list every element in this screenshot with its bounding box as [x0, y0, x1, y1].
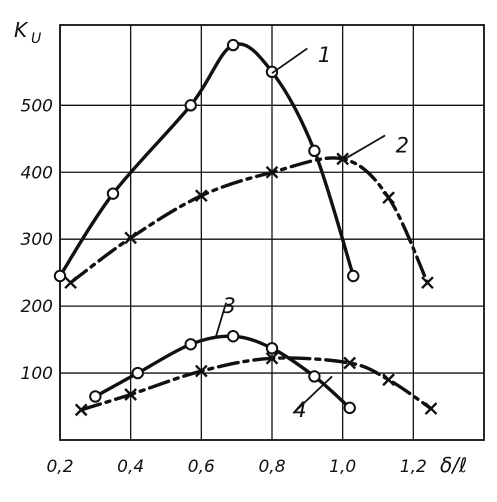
x-tick-label: 0,8	[258, 457, 285, 477]
data-point	[421, 276, 434, 290]
data-point	[347, 269, 360, 283]
y-axis-label: K	[14, 18, 29, 42]
data-point	[343, 401, 356, 415]
data-point	[226, 38, 240, 52]
grid	[59, 25, 484, 440]
series-label-leader	[292, 375, 333, 414]
y-tick-label: 400	[21, 163, 53, 183]
x-tick-label: 1,2	[400, 457, 427, 477]
series-2: 2	[64, 133, 434, 290]
data-point	[74, 403, 88, 417]
series-label: 1	[318, 43, 331, 67]
data-point	[382, 191, 395, 205]
series-label-leader	[342, 134, 386, 161]
data-point	[64, 276, 77, 290]
cross-stroke	[194, 189, 208, 203]
axis-labels: K Uδ/ℓ	[14, 18, 467, 477]
data-point	[124, 231, 138, 245]
series-label: 2	[396, 133, 409, 157]
data-point	[53, 269, 67, 283]
data-point	[382, 373, 395, 387]
cross-stroke	[336, 152, 350, 166]
series-line-2	[68, 156, 430, 285]
series-label-leader	[271, 47, 308, 74]
cross-stroke	[124, 388, 138, 401]
x-axis-label: δ/ℓ	[440, 453, 467, 477]
data-point	[131, 366, 144, 380]
data-point	[265, 342, 279, 355]
data-point	[343, 356, 357, 370]
data-point	[194, 364, 208, 378]
data-point	[89, 390, 102, 403]
cross-stroke	[194, 364, 208, 378]
x-tick-label: 0,6	[188, 457, 215, 477]
cross-stroke	[382, 373, 395, 387]
series-3: 3	[89, 294, 356, 415]
data-point	[194, 189, 208, 203]
data-point	[226, 330, 240, 343]
y-axis-label-sub: U	[31, 31, 41, 47]
y-tick-label: 100	[21, 364, 53, 384]
data-point	[265, 165, 279, 179]
cross-stroke	[124, 231, 138, 245]
data-point	[184, 99, 197, 112]
data-point	[308, 370, 321, 383]
y-tick-label: 500	[21, 96, 53, 116]
data-point	[336, 152, 350, 166]
y-tick-label: 200	[21, 297, 53, 317]
data-point	[184, 338, 197, 351]
series-layer: 1 2 3 4	[53, 38, 438, 422]
series-label: 4	[293, 398, 306, 422]
data-point	[106, 187, 120, 200]
cross-stroke	[265, 351, 279, 365]
y-tick-label: 300	[21, 230, 53, 250]
cross-stroke	[424, 402, 438, 415]
cross-stroke	[74, 403, 88, 417]
data-point	[265, 351, 279, 365]
cross-stroke	[343, 356, 357, 370]
cross-stroke	[265, 165, 279, 179]
data-point	[124, 388, 138, 401]
x-tick-label: 1,0	[329, 457, 356, 477]
tick-labels: 0,2 0,4 0,6 0,8 1,0 1,2 100 200 300 400 500	[21, 96, 427, 477]
x-tick-label: 0,2	[46, 457, 73, 477]
cross-stroke	[421, 276, 434, 290]
plot-frame	[59, 24, 485, 441]
data-point	[308, 144, 321, 158]
data-point	[265, 65, 279, 79]
series-label-leader	[214, 302, 227, 339]
x-tick-label: 0,4	[117, 457, 144, 477]
series-label: 3	[223, 294, 236, 318]
series-4: 4	[74, 351, 438, 422]
series-1: 1	[53, 38, 360, 283]
series-line-4	[79, 356, 433, 412]
data-point	[424, 402, 438, 415]
cross-stroke	[64, 276, 77, 290]
cross-stroke	[382, 191, 395, 205]
